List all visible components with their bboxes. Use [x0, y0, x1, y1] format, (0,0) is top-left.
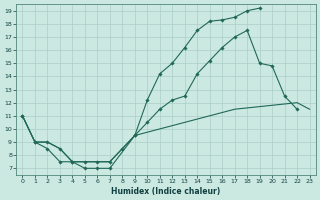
X-axis label: Humidex (Indice chaleur): Humidex (Indice chaleur): [111, 187, 221, 196]
